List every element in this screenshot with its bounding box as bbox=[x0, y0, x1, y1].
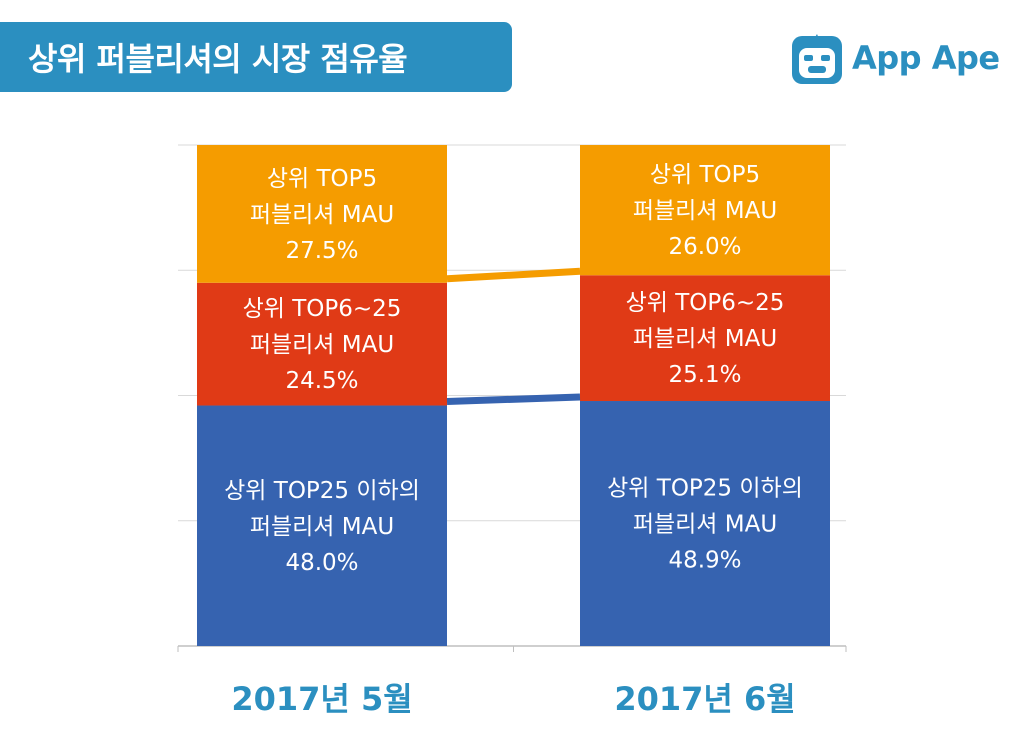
bar-top5-1 bbox=[197, 145, 447, 283]
title-banner: 상위 퍼블리셔의 시장 점유율 bbox=[0, 22, 512, 92]
page-title: 상위 퍼블리셔의 시장 점유율 bbox=[28, 40, 408, 78]
segment-label: 퍼블리셔 MAU bbox=[250, 332, 394, 358]
segment-label: 상위 TOP6~25 bbox=[243, 296, 402, 322]
segment-label: 퍼블리셔 MAU bbox=[633, 198, 777, 224]
segment-label: 퍼블리셔 MAU bbox=[633, 512, 777, 538]
ape-face-icon bbox=[792, 34, 842, 84]
data-label: 25.1% bbox=[668, 362, 741, 388]
connector-line bbox=[446, 393, 581, 406]
bar-top6_25-1 bbox=[197, 282, 447, 406]
data-label: 48.0% bbox=[285, 550, 358, 576]
segment-label: 상위 TOP25 이하의 bbox=[224, 478, 420, 504]
bar-below25-1 bbox=[197, 405, 447, 646]
bar-top6_25-2 bbox=[580, 275, 830, 402]
connector-line bbox=[446, 267, 581, 283]
bar-below25-2 bbox=[580, 401, 830, 646]
segment-label: 상위 TOP5 bbox=[267, 166, 377, 192]
data-label: 24.5% bbox=[285, 368, 358, 394]
segment-label: 상위 TOP5 bbox=[650, 162, 760, 188]
segment-label: 상위 TOP6~25 bbox=[626, 290, 785, 316]
data-label: 48.9% bbox=[668, 548, 741, 574]
segment-label: 퍼블리셔 MAU bbox=[250, 514, 394, 540]
data-label: 27.5% bbox=[285, 238, 358, 264]
x-tick-label: 2017년 6월 bbox=[614, 680, 795, 718]
segment-label: 퍼블리셔 MAU bbox=[250, 202, 394, 228]
segment-label: 퍼블리셔 MAU bbox=[633, 326, 777, 352]
segment-label: 상위 TOP25 이하의 bbox=[607, 476, 803, 502]
logo-text: App Ape bbox=[852, 39, 1000, 77]
data-label: 26.0% bbox=[668, 234, 741, 260]
x-tick-label: 2017년 5월 bbox=[231, 680, 412, 718]
bar-top5-2 bbox=[580, 145, 830, 276]
app-ape-logo: App Ape bbox=[790, 30, 1000, 86]
